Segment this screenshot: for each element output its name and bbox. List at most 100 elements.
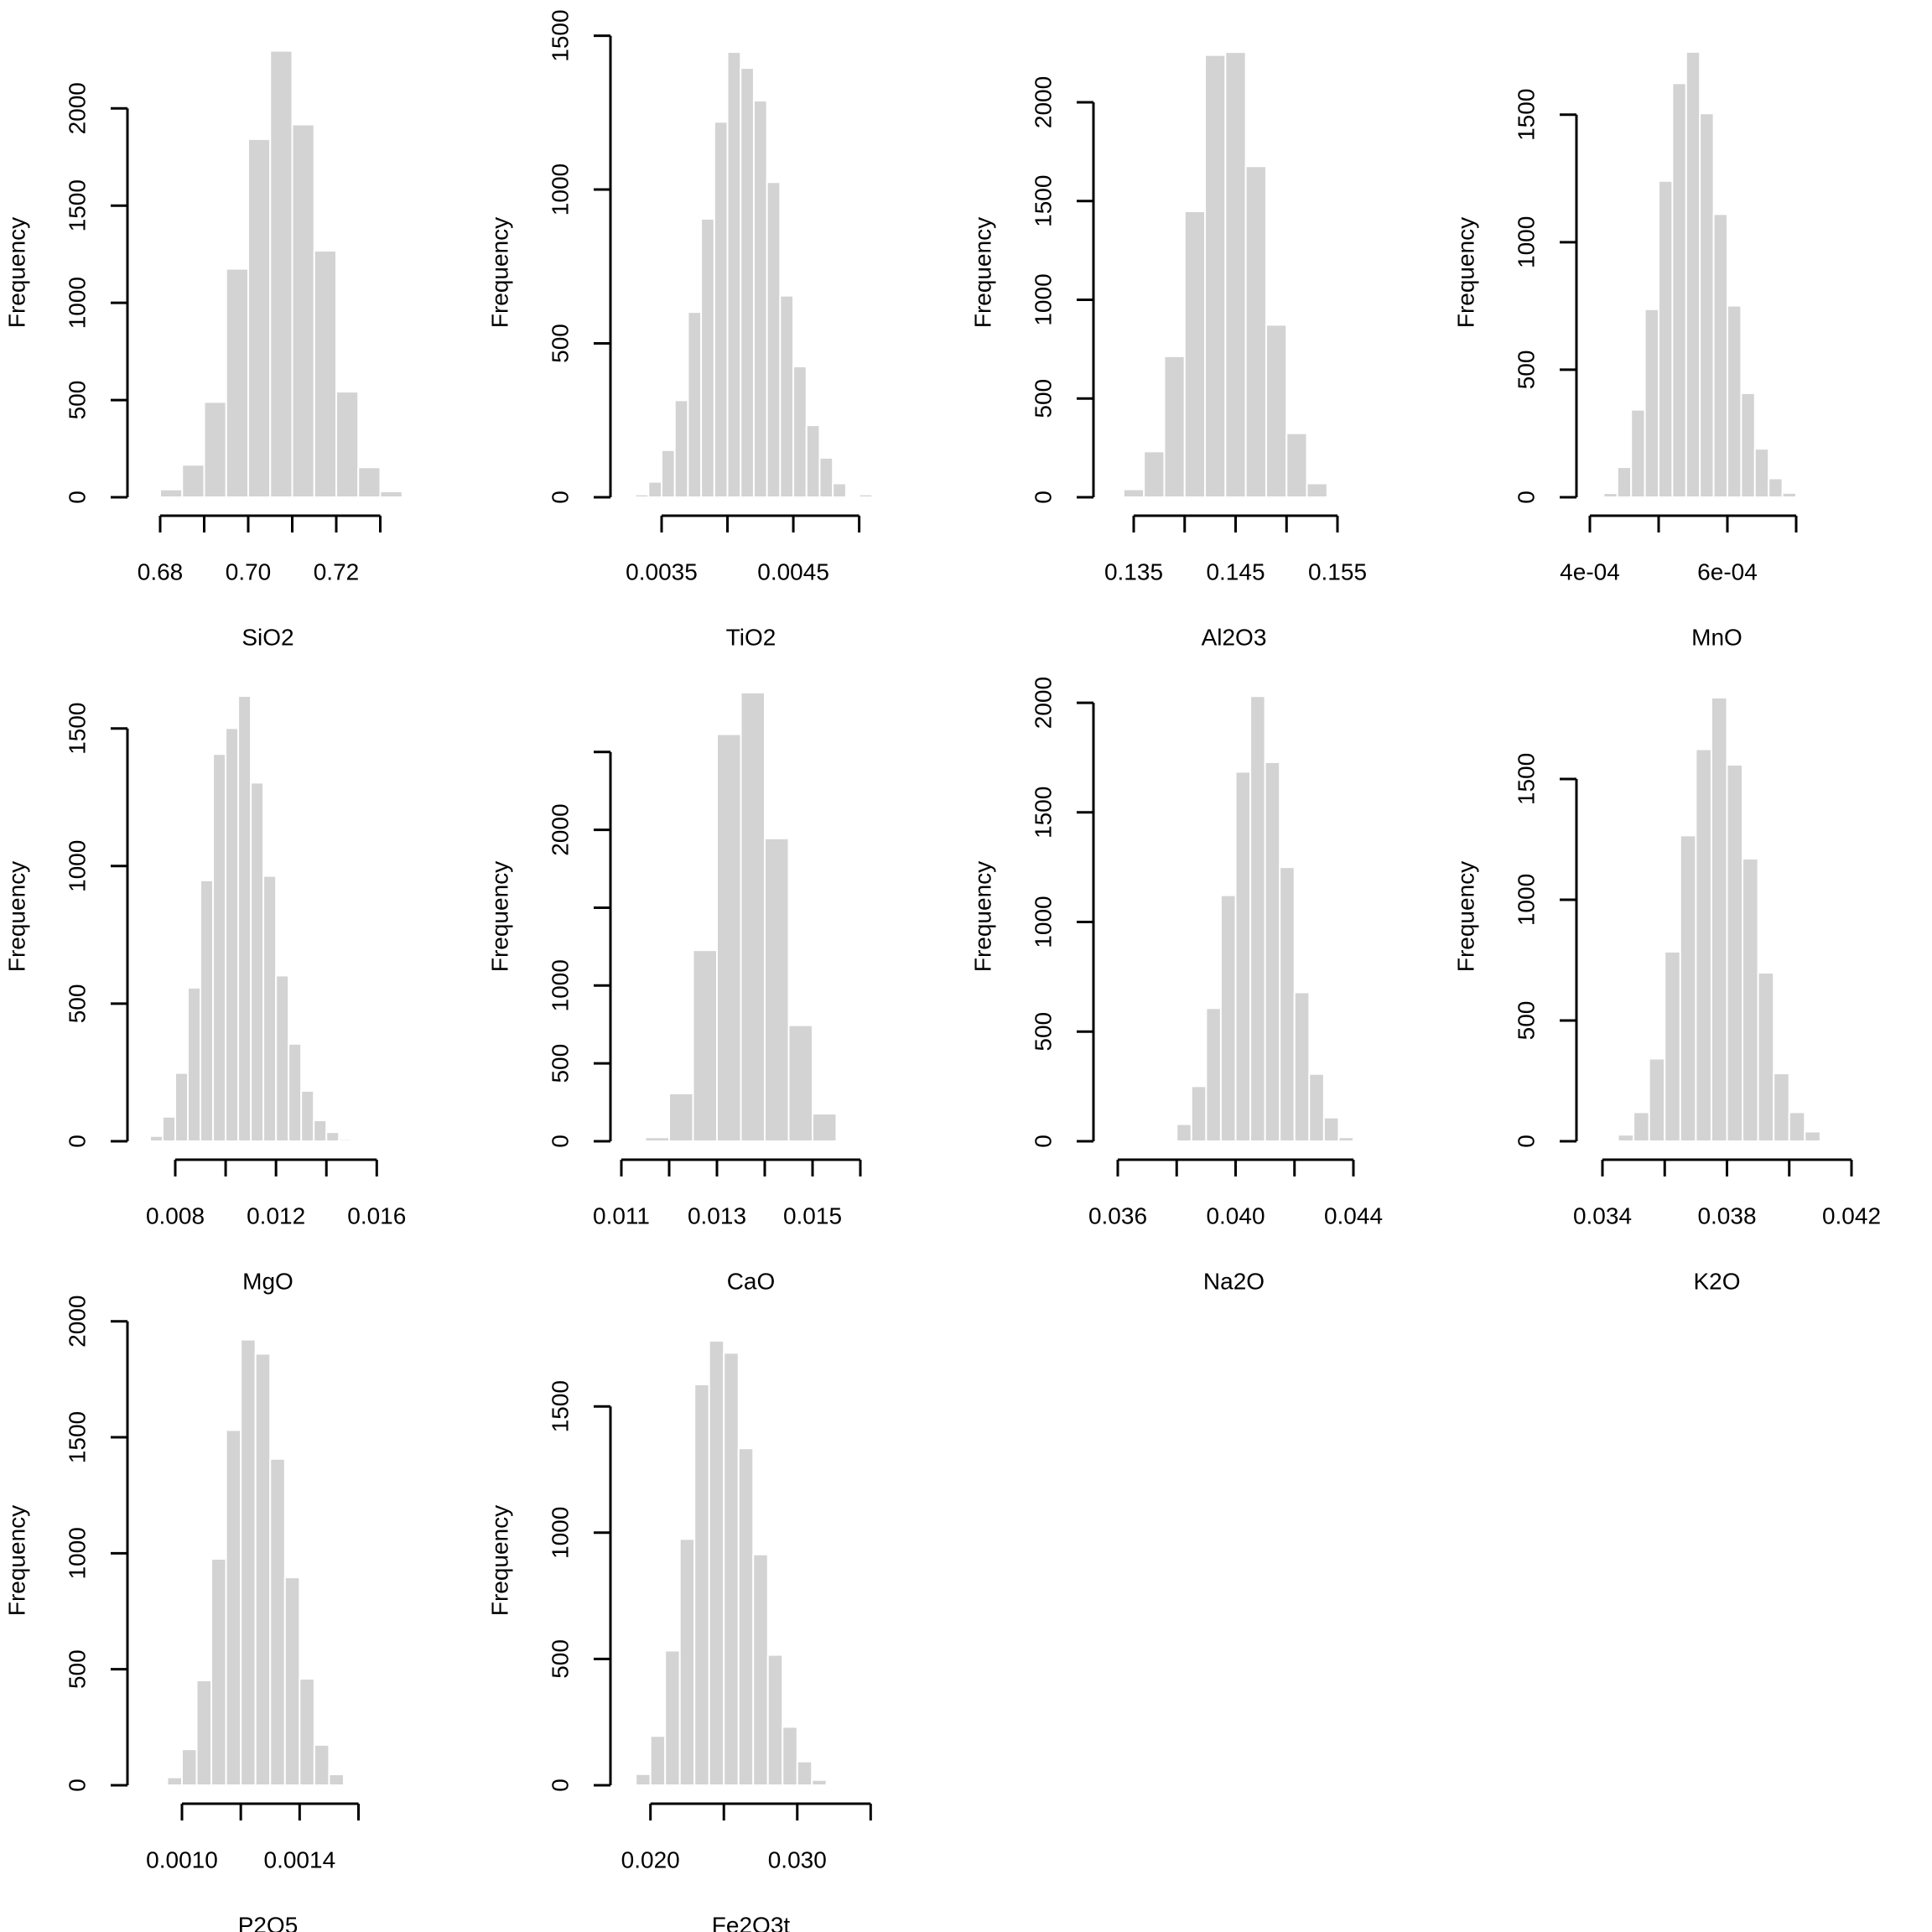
y-tick-label: 1500 [1031,787,1057,839]
x-tick-label: 0.135 [1104,559,1163,585]
histogram-bar [1249,695,1266,1142]
y-tick-label: 0 [65,1779,91,1792]
histogram-bar [313,249,337,498]
histogram-bar [858,493,874,498]
histogram-bar [818,457,834,498]
histogram-bar [1616,466,1633,498]
x-tick-label: 0.015 [783,1203,842,1229]
histogram-bar [1285,432,1308,498]
histogram-bar [269,49,293,499]
bars [1122,51,1349,499]
bars [1602,50,1797,499]
histogram-bar [832,482,847,498]
histogram-bar [1657,179,1674,498]
histogram-bar [1695,748,1712,1143]
histogram-bar [1293,991,1311,1142]
y-tick-label: 1500 [548,9,574,61]
y-tick-label: 500 [1514,1001,1540,1041]
histogram-bar [1224,51,1247,498]
histogram-bar [299,1678,315,1786]
histogram-bar [1630,408,1646,498]
y-tick-label: 0 [1031,1135,1057,1148]
histogram-bar [300,1089,315,1142]
histogram-bar [1753,448,1770,499]
histogram-svg: 0 500 1000 1500 2000 0.036 0.040 0.044 Na2O Frequ… [970,677,1384,1295]
histogram-bar [766,1654,784,1786]
y-tick-label: 500 [65,984,91,1024]
x-axis-title: CaO [727,1269,776,1295]
x-axis-title: TiO2 [726,625,776,651]
histogram-bar [811,1779,828,1787]
histogram-bar [635,1773,652,1786]
y-tick-label: 0 [1031,491,1057,504]
histogram-bar [338,1138,353,1143]
y-tick-label: 500 [548,1639,574,1679]
y-axis-title: Frequency [1453,217,1479,328]
x-tick-label: 0.0010 [146,1847,218,1873]
x-tick-label: 0.040 [1206,1203,1265,1229]
histogram-bar [661,449,676,499]
histogram-bar [1183,210,1207,499]
histogram-bar [1788,1111,1806,1142]
x-tick-label: 0.68 [138,559,184,585]
histogram-bar [283,1576,301,1787]
histogram-panel-p2o5: 0 500 1000 1500 2000 0.0010 0.0014 P2O5 Frequenc… [0,1288,483,1932]
histogram-bar [1143,450,1166,498]
histogram-bar [313,1743,330,1786]
histogram-bar [1768,477,1784,499]
histogram-bar [723,1352,740,1787]
y-axis-title: Frequency [4,217,30,328]
bars [635,1339,843,1787]
histogram-bar [692,949,719,1143]
histogram-bar [1602,492,1618,499]
histogram-bar [200,879,215,1142]
histogram-bar [166,1776,183,1787]
x-tick-label: 0.038 [1697,1203,1756,1229]
x-tick-label: 0.020 [621,1847,680,1873]
y-tick-label: 2000 [548,803,574,855]
y-tick-label: 0 [548,1135,574,1148]
histogram-bar [1244,165,1267,498]
histogram-bar [1699,112,1715,498]
histogram-bar [225,267,250,498]
y-tick-label: 500 [65,1649,91,1689]
histogram-bar [1726,763,1744,1142]
histogram-bar [678,1538,696,1786]
y-tick-label: 1000 [1031,896,1057,948]
x-axis-title: Fe2O3t [712,1913,791,1932]
histogram-bar [664,1649,681,1786]
histogram-svg: 0 500 1000 1500 2000 0.0010 0.0014 P2O5 Frequenc… [4,1296,360,1932]
histogram-bar [1306,482,1328,498]
histogram-bar [752,1553,769,1786]
y-axis-title: Frequency [487,217,513,328]
histogram-bar [203,401,227,498]
y-axis-title: Frequency [487,1505,513,1616]
histogram-bar [792,366,808,498]
histogram-panel-cao: 0 500 1000 2000 0.011 0.013 0.015 CaO Frequency [483,644,966,1295]
x-axis-title: P2O5 [238,1913,299,1932]
y-tick-label: 0 [65,491,91,504]
y-axis-title: Frequency [1453,861,1479,972]
histogram-bar [647,480,663,498]
bars [159,49,403,499]
histogram-bar [649,1735,667,1787]
x-tick-label: 0.044 [1324,1203,1383,1229]
histogram-bar [1234,771,1252,1142]
histogram-bar [740,691,766,1143]
histogram-bar [1337,1136,1354,1143]
x-tick-label: 4e-04 [1560,559,1620,585]
histogram-bar [328,1773,345,1786]
histogram-bar [275,974,290,1143]
y-tick-label: 1000 [65,1527,91,1579]
x-axis-title: SiO2 [242,625,293,651]
histogram-panel-al2o3: 0 500 1000 1500 2000 0.135 0.145 0.155 Al2O3 Freq… [966,0,1449,651]
histogram-bar [181,464,205,498]
histogram-bar [1757,971,1775,1142]
histogram-bar [1264,761,1281,1142]
x-tick-label: 0.72 [314,559,360,585]
histogram-bar [174,1072,190,1143]
histogram-bar [687,311,703,498]
histogram-bar [1176,1123,1192,1142]
histogram-bar [1617,1134,1635,1143]
